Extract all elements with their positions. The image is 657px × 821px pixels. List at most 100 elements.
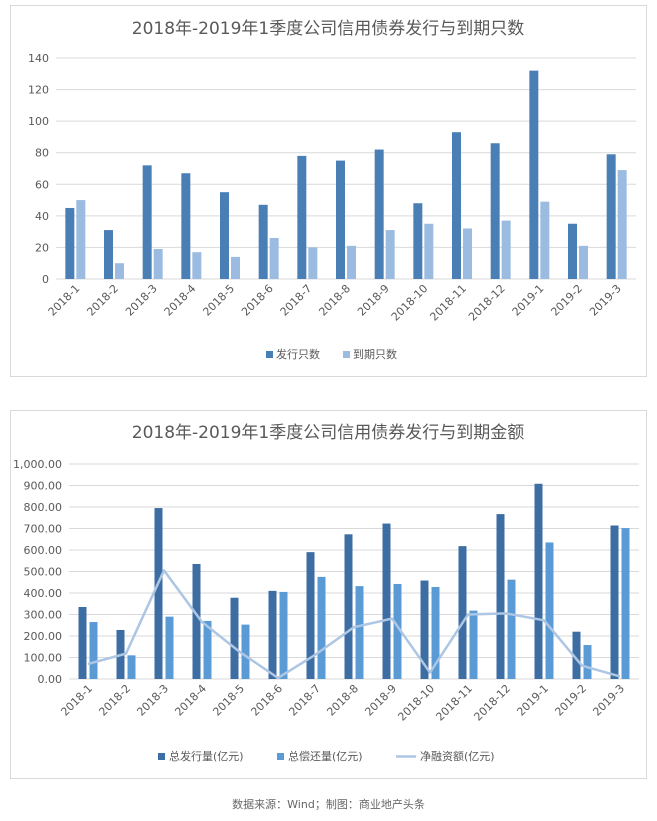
bar-count-1-2018-10 [424, 223, 434, 279]
source-note: 数据来源：Wind；制图：商业地产头条 [232, 798, 425, 811]
bar-count-0-2018-3 [142, 165, 152, 279]
legend-label-net-financing: 净融资额(亿元) [420, 749, 495, 763]
bar-count-0-2018-8 [336, 160, 345, 279]
y-tick-label: 900.00 [24, 480, 63, 493]
issuance-count-chart: 2018年-2019年1季度公司信用债券发行与到期只数 0 20 40 60 80 100… [28, 19, 636, 361]
bar-count-1-2019-1 [540, 201, 550, 279]
bar-amount-0-2018-12 [496, 514, 505, 679]
bar-count-1-2018-4 [192, 252, 202, 279]
issuance-amount-chart-panel: 2018年-2019年1季度公司信用债券发行与到期金额 0.00 100.00 20… [10, 410, 647, 779]
bar-count-0-2018-10 [413, 203, 423, 279]
x-tick-label: 2018-12 [471, 682, 513, 724]
bar-amount-0-2018-10 [420, 580, 429, 679]
x-tick-label: 2019-2 [548, 282, 585, 319]
bar-amount-1-2018-5 [241, 624, 250, 679]
y-tick-label: 700.00 [24, 523, 63, 536]
bar-amount-0-2018-1 [78, 606, 87, 679]
chart-legend: 总发行量(亿元) 总偿还量(亿元) 净融资额(亿元) [158, 749, 495, 763]
x-tick-label: 2018-5 [210, 682, 247, 719]
bar-amount-1-2018-7 [317, 576, 326, 679]
y-tick-label: 800.00 [24, 501, 63, 514]
y-tick-label: 500.00 [24, 566, 63, 579]
y-tick-label: 40 [35, 210, 49, 223]
bar-amount-0-2019-2 [572, 631, 581, 679]
net-financing-line [87, 569, 621, 680]
x-tick-label: 2018-1 [46, 282, 83, 319]
y-tick-label: 120 [28, 84, 49, 97]
bar-count-1-2018-6 [269, 237, 279, 279]
bar-count-0-2019-1 [529, 70, 539, 279]
bar-count-1-2019-2 [579, 245, 588, 279]
bar-amount-0-2018-4 [192, 563, 201, 679]
y-tick-label: 80 [35, 147, 49, 160]
bar-count-1-2018-7 [308, 247, 318, 279]
bar-amount-1-2018-1 [89, 622, 98, 679]
bar-amount-1-2018-4 [203, 620, 212, 679]
legend-label-issue-amount: 总发行量(亿元) [169, 749, 244, 763]
chart-legend: 发行只数 到期只数 [266, 347, 397, 361]
bar-count-1-2018-3 [153, 249, 163, 279]
x-tick-label: 2018-8 [324, 682, 361, 719]
x-tick-label: 2018-4 [162, 282, 199, 319]
bar-count-0-2018-9 [374, 149, 384, 279]
bar-amount-1-2018-6 [279, 591, 288, 679]
x-tick-label: 2018-8 [316, 282, 353, 319]
legend-swatch-mature-count [343, 351, 350, 358]
bar-count-0-2018-11 [452, 132, 461, 279]
bar-count-0-2018-2 [104, 230, 113, 279]
legend-label-repay-amount: 总偿还量(亿元) [288, 749, 363, 763]
x-tick-label: 2018-1 [58, 682, 95, 719]
x-tick-label: 2018-11 [427, 282, 469, 324]
bar-amount-1-2018-9 [393, 583, 402, 679]
bar-amount-0-2018-5 [230, 597, 239, 679]
bar-amount-1-2018-2 [127, 655, 136, 679]
bar-count-0-2018-6 [258, 204, 268, 279]
bar-amount-1-2018-12 [507, 579, 516, 679]
y-tick-label: 300.00 [24, 609, 63, 622]
x-tick-label: 2019-2 [552, 682, 589, 719]
x-tick-label: 2018-6 [239, 282, 276, 319]
legend-label-mature-count: 到期只数 [353, 348, 397, 361]
bar-amount-1-2018-3 [165, 616, 174, 679]
x-tick-label: 2018-6 [248, 682, 285, 719]
x-tick-label: 2018-9 [362, 682, 399, 719]
bar-count-0-2019-3 [606, 154, 616, 279]
x-tick-label: 2018-5 [200, 282, 237, 319]
bar-amount-1-2018-10 [431, 586, 440, 679]
x-tick-label: 2018-3 [134, 682, 171, 719]
bar-count-1-2018-1 [76, 200, 86, 279]
x-tick-label: 2018-10 [395, 682, 437, 724]
x-tick-label: 2019-3 [590, 682, 627, 719]
bar-amount-1-2019-1 [545, 542, 554, 679]
legend-swatch-issue-amount [158, 753, 165, 760]
bar-amount-0-2019-1 [534, 483, 543, 679]
chart-title: 2018年-2019年1季度公司信用债券发行与到期只数 [132, 19, 524, 39]
bar-count-0-2018-5 [220, 192, 229, 279]
legend-swatch-repay-amount [277, 753, 284, 760]
y-tick-label: 20 [35, 241, 49, 254]
y-tick-label: 600.00 [24, 544, 63, 557]
x-tick-label: 2019-1 [510, 282, 547, 319]
bar-amount-0-2018-3 [154, 508, 163, 679]
x-tick-label: 2018-9 [355, 282, 392, 319]
bar-count-0-2018-1 [65, 207, 75, 279]
y-tick-label: 400.00 [24, 587, 63, 600]
bar-amount-0-2019-3 [610, 525, 619, 679]
x-tick-label: 2018-2 [96, 682, 133, 719]
bar-amount-0-2018-7 [306, 552, 315, 679]
bar-count-1-2018-12 [501, 220, 511, 279]
bar-count-0-2018-4 [181, 173, 191, 279]
x-tick-label: 2018-10 [389, 282, 431, 324]
x-tick-label: 2018-12 [466, 282, 508, 324]
bar-count-1-2018-9 [385, 230, 395, 279]
bar-amount-0-2018-8 [344, 534, 353, 679]
bar-count-1-2018-8 [347, 245, 356, 279]
bar-count-1-2018-11 [463, 228, 472, 279]
x-tick-label: 2018-4 [172, 682, 209, 719]
bar-count-0-2019-2 [568, 223, 577, 279]
x-tick-label: 2018-7 [278, 282, 315, 319]
y-tick-label: 200.00 [24, 630, 63, 643]
x-tick-label: 2018-11 [433, 682, 475, 724]
bar-amount-0-2018-9 [382, 523, 391, 679]
x-tick-label: 2019-3 [587, 282, 624, 319]
